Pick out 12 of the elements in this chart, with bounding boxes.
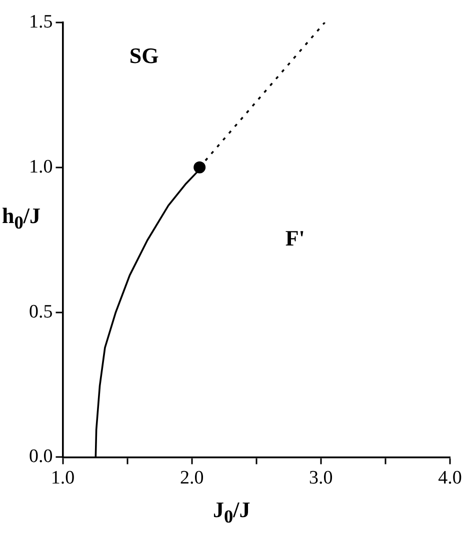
annotation: SG (129, 42, 159, 68)
x-tick-label: 4.0 (438, 468, 462, 489)
x-axis-title: J$_{0}$/J (213, 497, 250, 528)
x-tick-label: 1.0 (50, 468, 75, 489)
y-tick-label: 0.0 (29, 446, 53, 468)
annotation: F' (285, 225, 305, 250)
x-tick-label: 2.0 (180, 468, 204, 489)
y-axis-title: h$_{0}$/J (2, 203, 41, 234)
y-tick-label: 1.0 (29, 156, 53, 178)
y-tick-label: 1.5 (29, 11, 53, 32)
y-tick-label: 0.5 (29, 301, 53, 322)
x-tick-label: 3.0 (309, 468, 333, 489)
